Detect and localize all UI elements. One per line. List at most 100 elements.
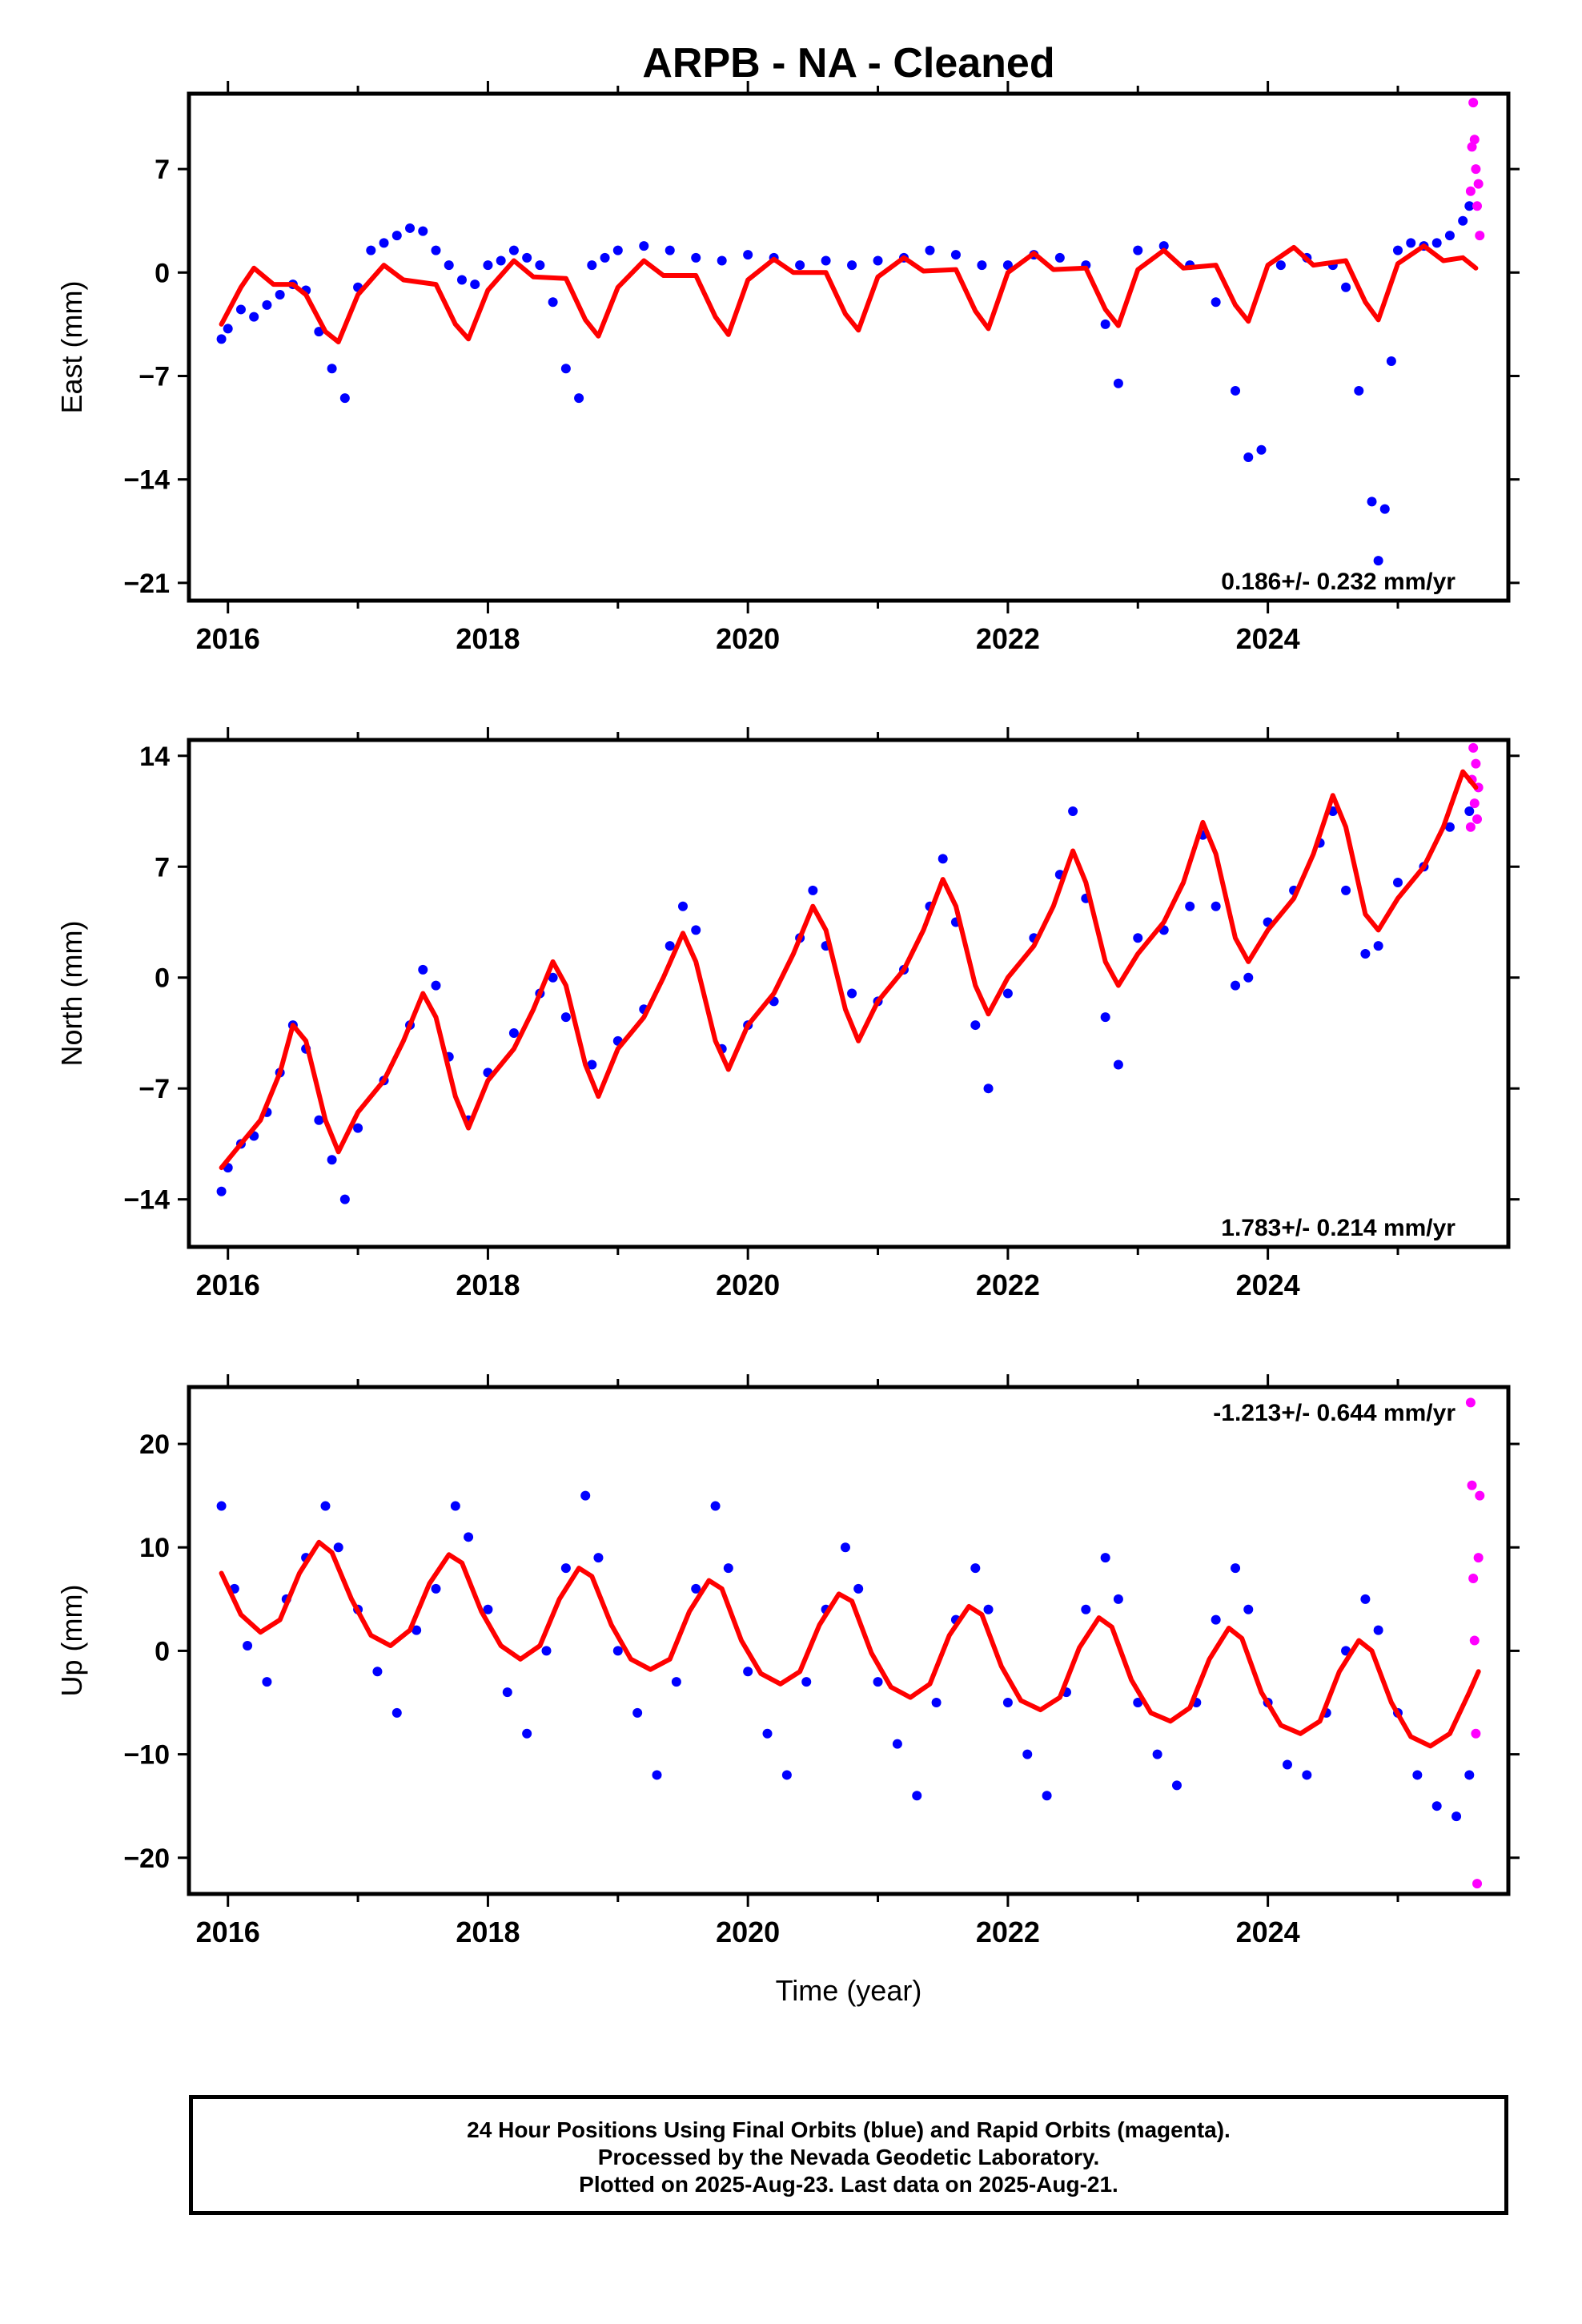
final-point [333,1542,343,1553]
final-point [262,300,272,310]
final-point [483,1604,493,1614]
final-point [418,964,428,975]
final-point [1152,1749,1162,1759]
final-point [314,327,324,337]
final-point [1392,878,1403,888]
y-tick-label: 20 [139,1429,170,1460]
final-point [1231,385,1241,396]
y-tick-label: 0 [155,963,170,994]
final-point [1464,1770,1475,1780]
final-point [691,252,701,263]
final-point [1022,1749,1033,1759]
final-point [781,1770,792,1780]
final-point [522,252,532,263]
rapid-point [1471,1728,1481,1739]
final-point [950,250,961,260]
rapid-point [1472,1879,1483,1889]
final-point [235,304,246,315]
x-tick-label: 2022 [976,1916,1040,1948]
rapid-point [1465,1397,1476,1408]
final-point [1042,1791,1052,1801]
rapid-point [1469,798,1480,809]
final-point [1354,385,1364,396]
final-point [808,885,818,895]
footer-note: 24 Hour Positions Using Final Orbits (bl… [189,2095,1508,2215]
x-tick-label: 2016 [196,1269,260,1301]
final-point [1171,1780,1182,1791]
final-point [508,245,519,255]
rapid-point [1473,179,1484,189]
model-line [219,769,1479,1171]
final-point [795,260,805,271]
final-point [1113,1059,1123,1070]
y-tick-label: 7 [155,155,170,185]
final-point [366,245,376,255]
y-axis-label: North (mm) [55,921,88,1067]
rapid-point [1472,814,1483,824]
data-layer [216,1397,1485,1889]
final-point [665,941,675,951]
final-point [977,260,987,271]
y-tick-label: −7 [139,361,170,392]
rapid-point [1475,1490,1485,1501]
final-point [1275,260,1286,271]
final-point [847,988,857,999]
y-tick-label: −14 [123,465,170,496]
final-point [431,1583,441,1594]
final-point [1243,452,1254,462]
x-tick-label: 2020 [716,622,780,655]
final-point [1100,1012,1110,1023]
final-point [970,1020,981,1031]
x-tick-label: 2022 [976,622,1040,655]
final-point [391,1707,402,1718]
final-point [262,1677,272,1687]
rapid-point [1468,1573,1479,1583]
final-point [1341,885,1351,895]
final-point [560,1563,571,1574]
final-point [938,854,948,864]
final-point [593,1553,604,1563]
final-point [1458,215,1468,226]
final-point [1158,241,1169,251]
rapid-point [1469,135,1480,145]
final-point [320,1501,331,1511]
final-point [1412,1770,1423,1780]
plot-frame [187,91,1511,603]
final-point [1133,1698,1143,1708]
rapid-point [1475,231,1485,241]
final-point [1386,356,1396,367]
x-tick-label: 2016 [196,622,260,655]
final-point [743,250,753,260]
y-tick-label: 14 [139,742,170,772]
y-tick-label: 7 [155,852,170,883]
final-point [639,241,649,251]
final-point [216,1501,227,1511]
final-point [1373,941,1383,951]
final-point [1231,980,1241,991]
y-tick-label: 10 [139,1533,170,1563]
x-axis-label: Time (year) [776,1974,922,2007]
rate-label: 0.186+/- 0.232 mm/yr [1221,569,1456,595]
final-point [1113,1594,1123,1604]
final-point [1002,1698,1013,1708]
final-point [541,1646,552,1656]
final-point [456,275,467,285]
final-point [216,334,227,344]
final-point [223,324,233,334]
final-point [853,1583,864,1594]
rapid-point [1471,758,1481,769]
final-point [548,297,558,308]
final-point [840,1542,850,1553]
final-point [1464,806,1475,817]
final-point [1054,252,1065,263]
final-point [671,1677,681,1687]
final-point [1464,201,1475,211]
final-point [983,1084,994,1094]
final-point [508,1027,519,1038]
x-tick-label: 2016 [196,1916,260,1948]
final-point [983,1604,994,1614]
final-point [1243,1604,1254,1614]
rapid-point [1472,201,1483,211]
y-tick-label: −10 [123,1740,170,1771]
final-point [1243,972,1254,983]
